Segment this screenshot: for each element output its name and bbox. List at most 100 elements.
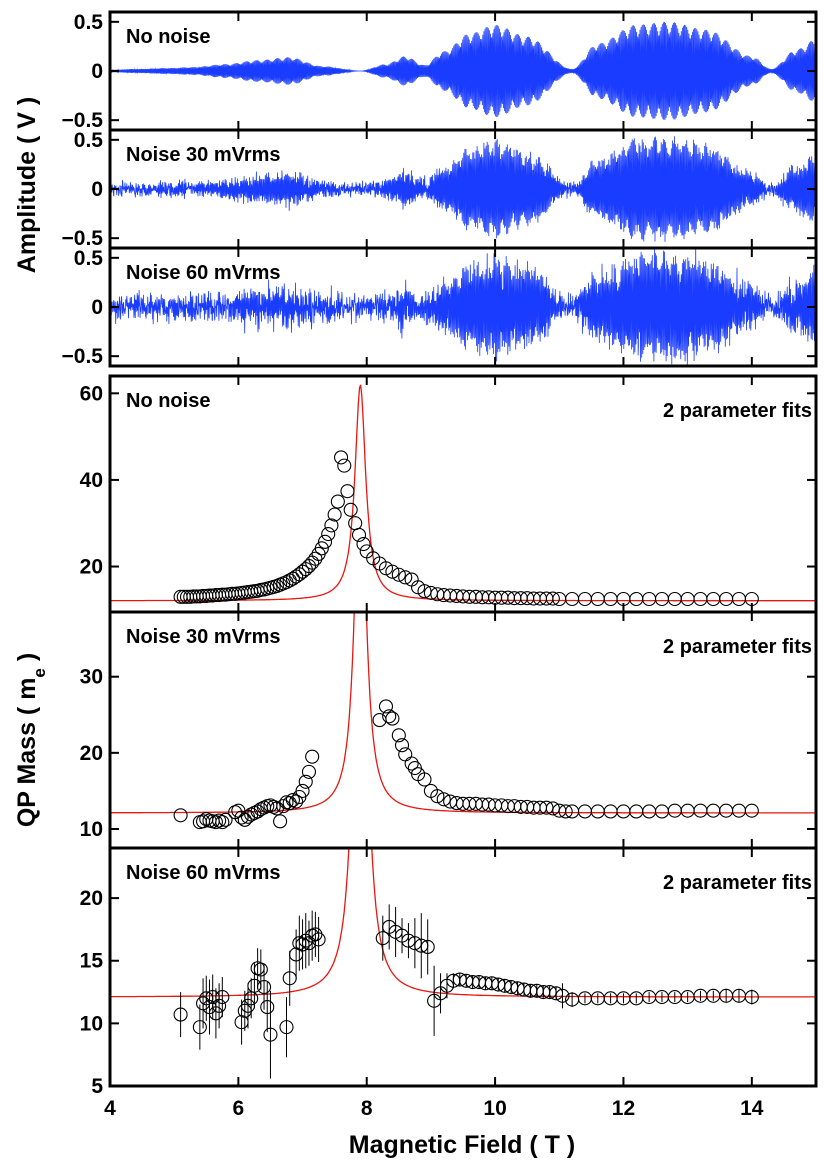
panel-title: Noise 60 mVrms (126, 862, 281, 884)
data-point (391, 567, 406, 582)
fit-curve (110, 612, 816, 814)
plot-area (110, 612, 816, 830)
data-point (436, 792, 451, 807)
y-tick-label: 20 (80, 742, 103, 765)
y-tick-label: 40 (80, 469, 103, 492)
data-point (577, 804, 592, 819)
data-point (215, 815, 230, 830)
panel-mass-noise-30: 2 parameter fits Noise 30 mVrms 10 20 30 (80, 610, 818, 850)
data-point (295, 783, 310, 798)
data-point (603, 804, 618, 819)
data-point (253, 962, 268, 977)
annotation-label: 2 parameter fits (663, 400, 812, 422)
data-point (642, 591, 657, 607)
data-point (654, 804, 670, 819)
data-point (343, 502, 358, 517)
data-point (314, 541, 329, 556)
data-point (417, 772, 432, 787)
x-tick-label: 4 (104, 1097, 116, 1120)
data-point (391, 728, 406, 743)
y-tick-label: −0.5 (62, 109, 104, 132)
y-tick-label: 0 (91, 60, 103, 83)
data-point (273, 814, 288, 829)
data-point (731, 591, 747, 607)
data-point (577, 591, 592, 607)
data-point (680, 591, 695, 607)
data-point (212, 998, 227, 1013)
panel-mass-noise-60: 2 parameter fits Noise 60 mVrms 5 10 15 20 (80, 846, 818, 1098)
data-point (289, 794, 304, 809)
x-tick-label: 12 (612, 1097, 635, 1120)
qp-mass-label-subscript: e (30, 668, 49, 677)
data-point (356, 536, 371, 552)
y-tick-label: 10 (80, 818, 103, 841)
data-point (173, 808, 188, 823)
data-point (385, 564, 400, 579)
data-point (590, 591, 605, 607)
data-point (558, 804, 573, 819)
fit-curve (110, 848, 816, 998)
y-tick-label: 0.5 (74, 129, 104, 152)
x-tick-label: 8 (361, 1097, 373, 1120)
data-point (385, 711, 400, 726)
data-point (378, 561, 394, 576)
data-point (616, 804, 631, 819)
signal-trace (110, 21, 816, 121)
data-point (398, 747, 413, 762)
data-point (327, 507, 342, 522)
data-point (298, 774, 313, 789)
data-point (693, 803, 708, 818)
data-point (218, 812, 233, 827)
data-point (334, 450, 349, 465)
qp-mass-label-end: ) (13, 653, 41, 668)
data-point (324, 518, 339, 533)
data-point (308, 551, 323, 566)
data-point (311, 932, 326, 947)
y-tick-label: 0.5 (74, 247, 104, 270)
panel-title: No noise (126, 390, 210, 412)
data-point (680, 803, 695, 818)
y-tick-label: 20 (80, 556, 103, 579)
signal-trace (110, 248, 816, 366)
y-tick-label: −0.5 (62, 345, 104, 368)
data-point (398, 570, 413, 585)
y-tick-label: 20 (80, 887, 103, 910)
data-point (212, 813, 227, 828)
y-tick-label: 0 (91, 296, 103, 319)
y-tick-label: 10 (80, 1012, 103, 1035)
data-point (731, 803, 747, 818)
data-point (317, 534, 333, 549)
plot-area (110, 848, 816, 1079)
data-point (378, 699, 394, 714)
panel-title: Noise 30 mVrms (126, 144, 281, 166)
panel-mass-no-noise: 2 parameter fits No noise 20 40 60 (80, 374, 818, 614)
data-point (555, 988, 570, 1003)
signal-trace (110, 136, 816, 242)
x-tick-label: 10 (483, 1097, 506, 1120)
data-point (266, 799, 281, 814)
data-point (321, 527, 336, 542)
x-tick-label: 14 (740, 1097, 764, 1120)
data-point (654, 591, 670, 607)
data-point (420, 939, 435, 955)
y-tick-label: 15 (80, 950, 104, 973)
y-tick-label: 0.5 (74, 11, 104, 34)
qp-mass-label-main: QP Mass ( m (13, 678, 41, 828)
qp-mass-y-axis-label: QP Mass ( me ) (13, 653, 49, 827)
y-tick-label: 30 (80, 666, 103, 689)
plot-area (110, 248, 816, 366)
data-point (744, 990, 759, 1005)
data-point (279, 1020, 294, 1035)
data-point (263, 1027, 278, 1042)
data-point (351, 527, 367, 542)
data-point (337, 458, 352, 473)
annotation-label: 2 parameter fits (663, 872, 812, 894)
data-point (340, 484, 355, 499)
data-point (545, 591, 560, 606)
data-point (215, 990, 230, 1005)
data-point (382, 709, 397, 724)
data-point (719, 591, 734, 607)
data-point (394, 738, 410, 753)
data-point (260, 1000, 275, 1015)
x-axis-label: Magnetic Field ( T ) (349, 1131, 575, 1159)
